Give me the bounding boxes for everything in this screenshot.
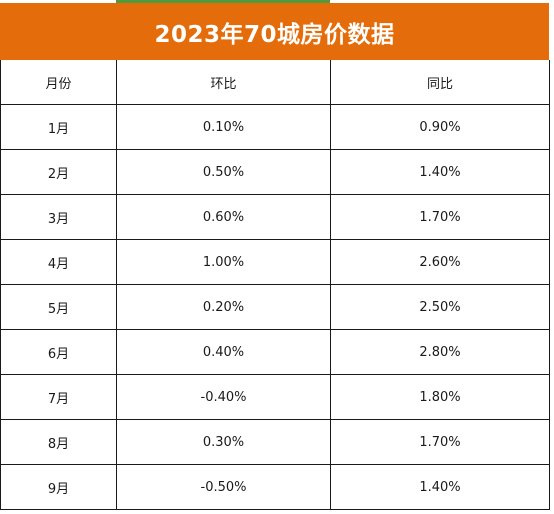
cell-month[interactable]: 1月 [0,104,117,150]
cell-mom[interactable]: 0.40% [116,329,331,375]
house-price-table: 月份 环比 同比 1月 0.10% 0.90% 2月 0.50% 1.40% 3… [0,60,550,510]
table-row: 7月 -0.40% 1.80% [0,374,550,420]
page-title: 2023年70城房价数据 [154,21,395,48]
column-header-month[interactable]: 月份 [0,60,117,105]
cell-yoy[interactable]: 1.40% [330,464,550,510]
cell-mom[interactable]: 1.00% [116,239,331,285]
title-banner: 2023年70城房价数据 [0,3,549,60]
table-row: 3月 0.60% 1.70% [0,194,550,240]
cell-yoy[interactable]: 1.40% [330,149,550,195]
cell-mom[interactable]: -0.40% [116,374,331,420]
cell-mom[interactable]: -0.50% [116,464,331,510]
cell-month[interactable]: 4月 [0,239,117,285]
table-row: 4月 1.00% 2.60% [0,239,550,285]
cell-month[interactable]: 2月 [0,149,117,195]
cell-yoy[interactable]: 2.80% [330,329,550,375]
cell-yoy[interactable]: 1.80% [330,374,550,420]
table-row: 5月 0.20% 2.50% [0,284,550,330]
cell-yoy[interactable]: 2.60% [330,239,550,285]
table-row: 9月 -0.50% 1.40% [0,464,550,510]
cell-month[interactable]: 3月 [0,194,117,240]
column-header-mom[interactable]: 环比 [116,60,331,105]
column-header-yoy[interactable]: 同比 [330,60,550,105]
table-row: 8月 0.30% 1.70% [0,419,550,465]
table-row: 1月 0.10% 0.90% [0,104,550,150]
cell-mom[interactable]: 0.50% [116,149,331,195]
cell-month[interactable]: 9月 [0,464,117,510]
header-row: 月份 环比 同比 [0,60,550,105]
table-row: 2月 0.50% 1.40% [0,149,550,195]
cell-month[interactable]: 7月 [0,374,117,420]
table-row: 6月 0.40% 2.80% [0,329,550,375]
cell-mom[interactable]: 0.30% [116,419,331,465]
cell-month[interactable]: 8月 [0,419,117,465]
cell-mom[interactable]: 0.10% [116,104,331,150]
cell-yoy[interactable]: 0.90% [330,104,550,150]
cell-mom[interactable]: 0.20% [116,284,331,330]
cell-yoy[interactable]: 1.70% [330,194,550,240]
cell-yoy[interactable]: 1.70% [330,419,550,465]
cell-mom[interactable]: 0.60% [116,194,331,240]
cell-month[interactable]: 5月 [0,284,117,330]
cell-yoy[interactable]: 2.50% [330,284,550,330]
cell-month[interactable]: 6月 [0,329,117,375]
selection-accent-bar [116,0,330,3]
